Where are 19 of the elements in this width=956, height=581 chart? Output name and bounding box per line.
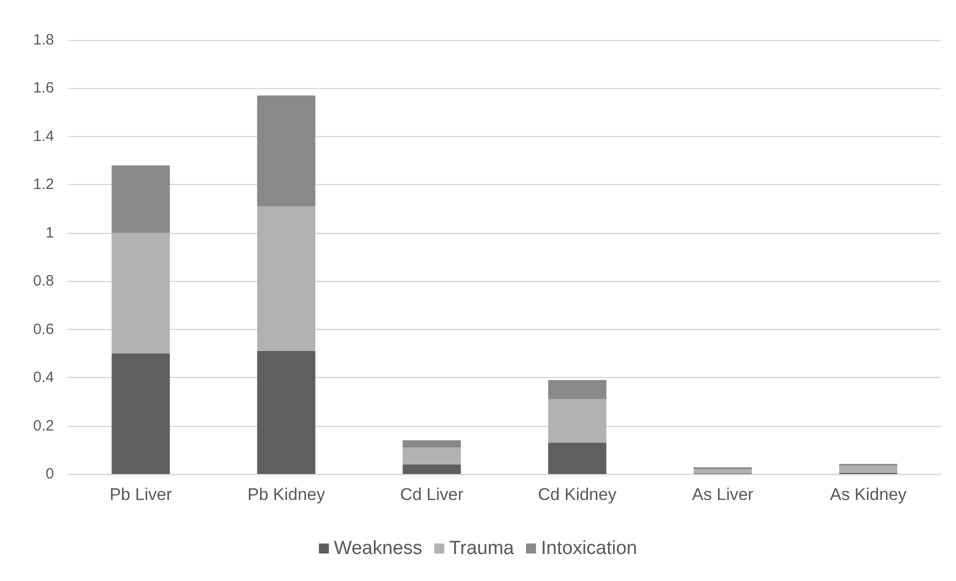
x-tick-label: Cd Liver bbox=[400, 485, 464, 504]
x-tick-label: Cd Kidney bbox=[538, 485, 617, 504]
y-tick-label: 0.2 bbox=[33, 417, 54, 434]
x-tick-label: Pb Kidney bbox=[248, 485, 326, 504]
y-tick-label: 1.8 bbox=[33, 32, 54, 48]
y-tick-label: 1.2 bbox=[33, 176, 54, 194]
y-tick-label: 0.4 bbox=[33, 369, 54, 386]
x-tick-label: Pb Liver bbox=[110, 485, 172, 504]
y-tick-label: 0 bbox=[46, 466, 54, 482]
y-tick-label: 1.4 bbox=[33, 128, 54, 145]
x-tick-label: As Liver bbox=[692, 485, 754, 504]
y-tick-label: 0.8 bbox=[33, 272, 54, 290]
legend-label: Trauma bbox=[449, 538, 514, 559]
y-tick-label: 0.6 bbox=[33, 320, 54, 338]
y-tick-label: 1 bbox=[46, 224, 54, 242]
legend-label: Intoxication bbox=[541, 538, 638, 559]
y-tick-label: 1.6 bbox=[33, 80, 54, 97]
x-tick-label: As Kidney bbox=[830, 485, 908, 504]
legend-label: Weakness bbox=[334, 538, 422, 559]
